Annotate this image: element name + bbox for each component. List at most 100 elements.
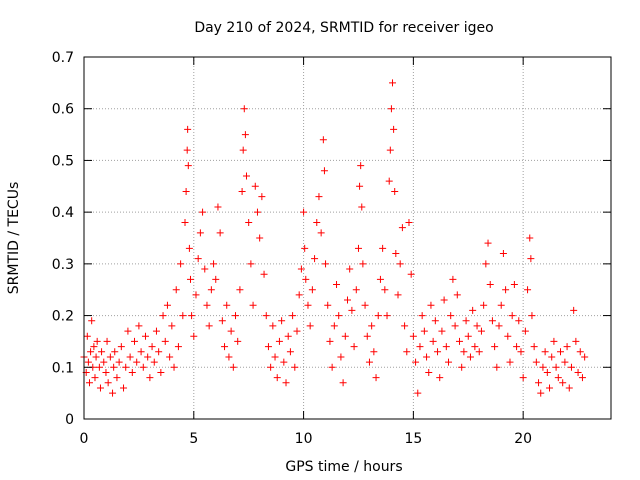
data-point — [155, 348, 163, 356]
data-point — [286, 348, 294, 356]
x-tick-label: 15 — [404, 431, 422, 447]
data-point — [356, 182, 364, 190]
data-point — [124, 327, 132, 335]
data-point — [293, 327, 301, 335]
data-point — [90, 343, 98, 351]
data-point — [510, 281, 518, 289]
data-point — [205, 322, 213, 330]
y-tick-label: 0.3 — [52, 257, 74, 273]
data-point — [401, 322, 409, 330]
data-point — [471, 343, 479, 351]
data-point — [212, 275, 220, 283]
plot-frame — [83, 56, 612, 420]
data-point — [361, 301, 369, 309]
data-point — [515, 317, 523, 325]
data-point — [561, 358, 569, 366]
data-point — [438, 327, 446, 335]
data-point — [240, 105, 248, 113]
data-point — [339, 379, 347, 387]
data-point — [126, 353, 134, 361]
data-point — [218, 317, 226, 325]
data-point — [357, 162, 365, 170]
data-point — [440, 296, 448, 304]
data-point — [182, 187, 190, 195]
data-point — [403, 348, 411, 356]
data-point — [110, 363, 118, 371]
data-point — [477, 327, 485, 335]
data-point — [567, 363, 575, 371]
data-point — [320, 167, 328, 175]
data-point — [565, 384, 573, 392]
data-point — [210, 260, 218, 268]
data-point — [163, 301, 171, 309]
data-point — [350, 343, 358, 351]
data-point — [374, 312, 382, 320]
data-point — [161, 337, 169, 345]
data-point — [460, 348, 468, 356]
data-point — [370, 348, 378, 356]
data-point — [486, 281, 494, 289]
data-point — [458, 363, 466, 371]
y-tick-label: 0.4 — [52, 205, 74, 221]
data-point — [172, 286, 180, 294]
data-point — [203, 301, 211, 309]
data-point — [135, 322, 143, 330]
data-point — [304, 301, 312, 309]
data-point — [363, 332, 371, 340]
data-point — [174, 343, 182, 351]
data-point — [282, 379, 290, 387]
data-point — [253, 208, 261, 216]
data-point — [537, 389, 545, 397]
data-point — [482, 260, 490, 268]
data-point — [324, 301, 332, 309]
data-point — [455, 337, 463, 345]
data-point — [442, 343, 450, 351]
data-point — [396, 260, 404, 268]
data-point — [475, 348, 483, 356]
data-point — [335, 312, 343, 320]
data-point — [535, 379, 543, 387]
data-point — [98, 348, 106, 356]
data-point — [148, 343, 156, 351]
data-point — [258, 193, 266, 201]
data-point — [106, 353, 114, 361]
data-point — [488, 317, 496, 325]
data-point — [87, 348, 95, 356]
data-point — [521, 327, 529, 335]
data-point — [466, 353, 474, 361]
data-point — [330, 322, 338, 330]
data-point — [184, 162, 192, 170]
data-point — [177, 260, 185, 268]
data-point — [383, 312, 391, 320]
data-point — [341, 332, 349, 340]
data-point — [574, 368, 582, 376]
data-points — [80, 79, 589, 397]
data-point — [133, 358, 141, 366]
data-point — [354, 244, 362, 252]
data-point — [528, 312, 536, 320]
data-point — [271, 353, 279, 361]
data-point — [497, 301, 505, 309]
y-tick-label: 0.6 — [52, 102, 74, 118]
data-point — [317, 229, 325, 237]
data-point — [405, 218, 413, 226]
data-point — [207, 286, 215, 294]
data-point — [214, 203, 222, 211]
data-point — [572, 337, 580, 345]
data-point — [491, 343, 499, 351]
data-point — [559, 379, 567, 387]
data-point — [387, 105, 395, 113]
data-point — [152, 327, 160, 335]
data-point — [300, 208, 308, 216]
data-point — [190, 332, 198, 340]
data-point — [104, 379, 112, 387]
data-point — [216, 229, 224, 237]
data-point — [368, 322, 376, 330]
data-point — [423, 353, 431, 361]
data-point — [445, 358, 453, 366]
data-point — [436, 374, 444, 382]
data-point — [196, 229, 204, 237]
data-point — [291, 363, 299, 371]
data-point — [113, 374, 121, 382]
